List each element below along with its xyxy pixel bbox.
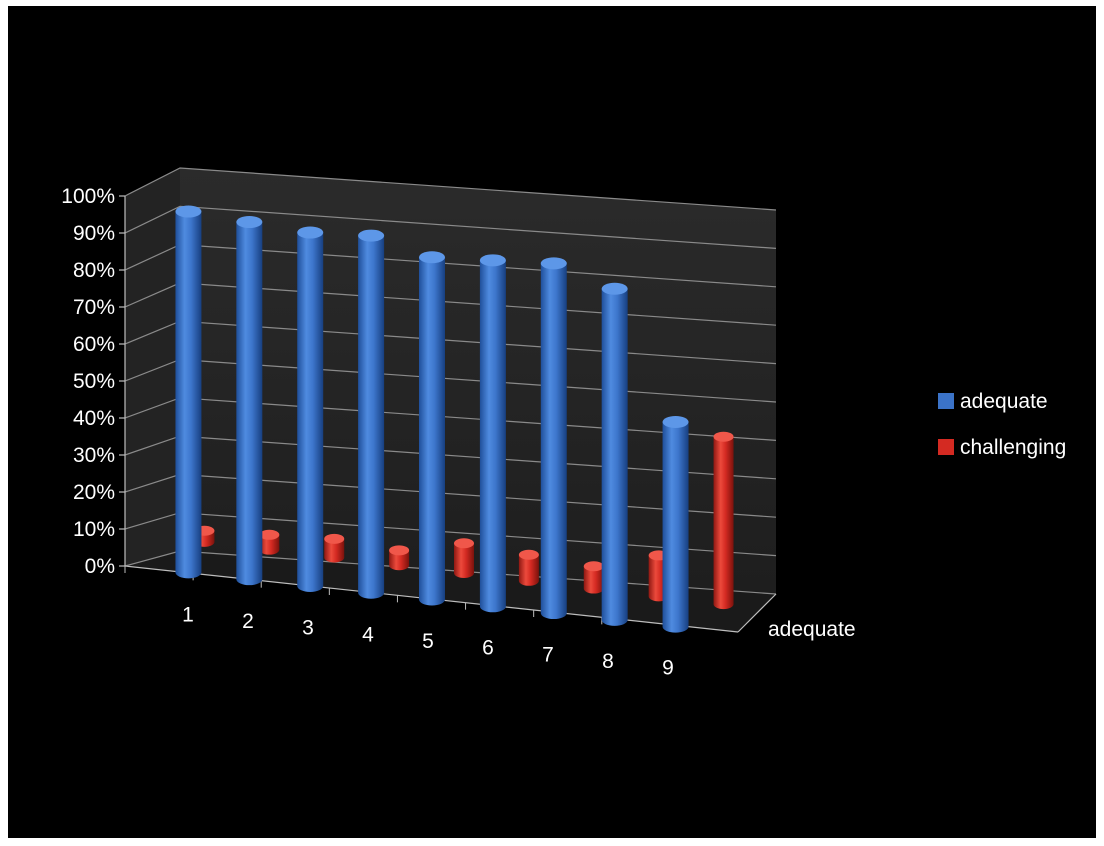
- y-tick-label: 10%: [73, 518, 115, 541]
- challenging-bar: [324, 533, 345, 563]
- gridline: [124, 205, 777, 249]
- challenging-bar-body: [583, 566, 604, 594]
- challenging-bar-body: [389, 550, 410, 571]
- adequate-bar-top: [479, 254, 506, 267]
- legend: adequate challenging: [938, 390, 1066, 459]
- adequate-bar: [419, 251, 445, 606]
- y-tick-label: 80%: [73, 259, 115, 282]
- adequate-bar-body: [479, 260, 506, 613]
- challenging-bar-body: [518, 554, 539, 586]
- x-tick-label: 3: [302, 617, 314, 640]
- y-tick-label: 30%: [73, 444, 115, 467]
- adequate-bar-body: [601, 288, 628, 626]
- adequate-bar-top: [175, 205, 202, 218]
- adequate-bar-body: [419, 257, 445, 606]
- adequate-bar: [175, 205, 202, 579]
- side-wall: [125, 168, 180, 566]
- challenging-bar-top: [713, 431, 734, 442]
- adequate-bar-top: [419, 251, 445, 264]
- challenging-bar: [713, 431, 734, 610]
- legend-label-adequate: adequate: [960, 390, 1048, 413]
- challenging-bar: [454, 538, 474, 578]
- adequate-bar-body: [358, 235, 385, 599]
- adequate-bar-top: [540, 257, 567, 270]
- x-tick-label: 5: [422, 630, 434, 653]
- y-tick-label: 50%: [73, 370, 115, 393]
- adequate-bar: [662, 416, 689, 633]
- y-tick-label: 90%: [73, 222, 115, 245]
- adequate-bar-top: [601, 282, 628, 295]
- challenging-bar-body: [454, 543, 474, 578]
- y-tick-label: 60%: [73, 333, 115, 356]
- y-tick-label: 0%: [85, 555, 115, 578]
- x-tick-label: 2: [242, 610, 254, 633]
- adequate-bar: [540, 257, 567, 620]
- adequate-bar: [236, 216, 263, 586]
- challenging-bar-top: [454, 538, 474, 549]
- adequate-bar-body: [297, 232, 324, 592]
- adequate-bar-top: [297, 226, 324, 239]
- axis-labels: 0% 10% 20% 30% 40% 50% 60% 70% 80% 90% 100% 1 2 3 4 5 6 7…: [61, 185, 855, 680]
- x-tick-label: 8: [602, 650, 614, 673]
- challenging-bar-top: [389, 545, 410, 556]
- bars: [175, 205, 734, 633]
- y-tick-label: 40%: [73, 407, 115, 430]
- challenging-bar-top: [324, 533, 345, 544]
- challenging-bar: [518, 549, 539, 586]
- x-tick-label: 7: [542, 643, 554, 666]
- adequate-bar-body: [175, 211, 202, 579]
- x-tick-label: 1: [182, 603, 194, 626]
- depth-axis-label: adequate: [768, 618, 856, 641]
- adequate-bar-body: [662, 422, 689, 633]
- chart-frame: 0% 10% 20% 30% 40% 50% 60% 70% 80% 90% 100% 1 2 3 4 5 6 7…: [8, 6, 1096, 838]
- challenging-bar-top: [259, 529, 280, 540]
- challenging-bar-top: [518, 549, 539, 560]
- challenging-bar: [259, 529, 280, 555]
- legend-swatch-adequate: [938, 393, 954, 409]
- gridline: [124, 167, 777, 211]
- x-tick-label: 4: [362, 623, 374, 646]
- adequate-bar-top: [236, 216, 263, 229]
- y-tick-label: 20%: [73, 481, 115, 504]
- challenging-bar: [583, 561, 604, 594]
- y-tick-label: 70%: [73, 296, 115, 319]
- legend-swatch-challenging: [938, 439, 954, 455]
- y-tick-label: 100%: [61, 185, 115, 208]
- adequate-bar-body: [236, 222, 263, 586]
- challenging-bar-body: [324, 538, 345, 563]
- adequate-bar: [601, 282, 628, 626]
- challenging-bar-body: [713, 436, 734, 610]
- adequate-bar: [479, 254, 506, 613]
- adequate-bar: [358, 229, 385, 599]
- adequate-bar-top: [358, 229, 385, 242]
- adequate-bar-top: [662, 416, 689, 429]
- adequate-bar: [297, 226, 324, 592]
- x-tick-label: 6: [482, 637, 494, 660]
- challenging-bar-body: [259, 534, 280, 555]
- chart-svg: 0% 10% 20% 30% 40% 50% 60% 70% 80% 90% 100% 1 2 3 4 5 6 7…: [61, 167, 1066, 680]
- challenging-bar-top: [583, 561, 604, 572]
- depth-axis-line: [737, 593, 777, 633]
- x-tick-label: 9: [662, 657, 674, 680]
- legend-label-challenging: challenging: [960, 436, 1066, 459]
- challenging-bar: [389, 545, 410, 571]
- adequate-bar-body: [540, 263, 567, 620]
